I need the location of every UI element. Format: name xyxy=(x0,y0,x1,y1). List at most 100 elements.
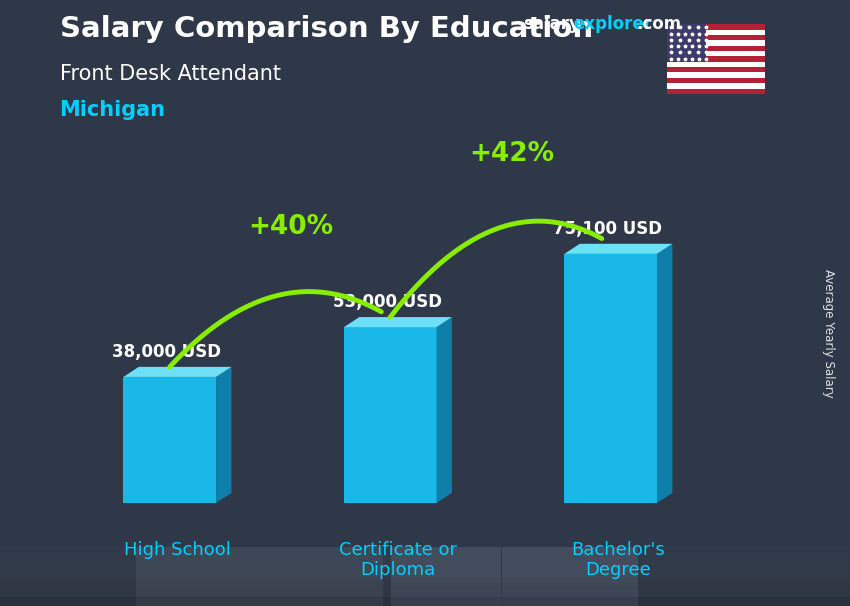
Bar xyxy=(8,574,17,605)
Bar xyxy=(400,573,408,603)
Bar xyxy=(119,556,128,587)
Bar xyxy=(246,553,255,583)
Bar xyxy=(450,554,459,585)
Bar xyxy=(586,576,595,606)
Bar xyxy=(756,548,765,579)
Bar xyxy=(570,550,578,581)
Bar xyxy=(706,558,714,588)
Bar xyxy=(620,571,629,601)
Bar xyxy=(68,568,76,599)
Bar xyxy=(620,564,629,594)
Bar xyxy=(518,573,527,603)
Bar xyxy=(493,561,501,591)
Bar xyxy=(604,562,612,593)
Bar xyxy=(748,554,756,585)
Bar xyxy=(382,576,391,606)
Bar xyxy=(34,561,42,591)
Bar xyxy=(76,547,85,577)
Bar xyxy=(663,550,672,581)
Bar xyxy=(688,561,697,591)
Bar xyxy=(578,551,586,582)
Bar xyxy=(416,551,425,582)
Bar xyxy=(119,573,128,603)
Bar xyxy=(391,565,399,595)
Bar xyxy=(680,556,688,587)
Bar xyxy=(756,576,765,606)
Bar xyxy=(564,254,657,503)
Bar xyxy=(340,565,348,595)
Bar xyxy=(484,559,493,589)
Bar xyxy=(833,564,842,594)
Bar xyxy=(756,570,765,600)
Bar xyxy=(153,554,162,585)
Bar xyxy=(646,553,654,583)
Bar xyxy=(212,574,221,605)
Bar xyxy=(459,574,468,605)
Bar xyxy=(416,568,425,599)
Bar xyxy=(518,554,527,585)
Bar xyxy=(527,551,536,582)
Bar xyxy=(680,547,688,577)
Bar xyxy=(298,556,306,587)
Bar xyxy=(366,570,374,600)
Bar xyxy=(340,554,348,585)
Bar xyxy=(314,551,323,582)
Bar xyxy=(595,556,604,587)
Bar xyxy=(26,547,34,577)
Bar xyxy=(212,573,221,603)
Bar xyxy=(578,547,586,577)
Bar xyxy=(8,561,17,591)
Bar xyxy=(663,567,672,597)
Bar xyxy=(238,558,246,588)
Bar xyxy=(663,561,672,591)
Bar xyxy=(212,547,221,577)
Bar xyxy=(212,561,221,591)
Bar xyxy=(212,559,221,589)
Bar xyxy=(570,567,578,597)
Bar xyxy=(706,571,714,601)
Bar xyxy=(808,567,816,597)
Bar xyxy=(536,564,544,594)
Bar xyxy=(51,574,60,605)
Bar xyxy=(221,573,230,603)
Bar xyxy=(680,571,688,601)
Bar xyxy=(272,568,280,599)
Bar xyxy=(85,561,94,591)
Bar xyxy=(544,576,552,606)
Bar xyxy=(808,548,816,579)
Bar xyxy=(128,573,136,603)
Bar xyxy=(102,565,110,595)
Bar xyxy=(756,561,765,591)
Bar xyxy=(468,548,476,579)
Bar xyxy=(748,574,756,605)
Bar xyxy=(434,574,442,605)
Bar xyxy=(400,567,408,597)
Bar xyxy=(536,573,544,603)
Bar xyxy=(493,556,501,587)
Bar xyxy=(102,571,110,601)
Bar xyxy=(586,573,595,603)
Bar xyxy=(400,556,408,587)
Bar xyxy=(782,570,790,600)
Bar xyxy=(731,564,740,594)
Bar xyxy=(459,576,468,606)
Bar xyxy=(476,576,484,606)
Bar xyxy=(272,573,280,603)
Bar xyxy=(748,547,756,577)
Bar xyxy=(459,551,468,582)
Bar xyxy=(60,554,68,585)
Bar xyxy=(667,35,765,41)
Bar xyxy=(706,561,714,591)
Bar xyxy=(144,548,153,579)
Bar xyxy=(672,574,680,605)
Bar xyxy=(314,571,323,601)
Bar xyxy=(348,554,357,585)
Bar xyxy=(774,562,782,593)
Bar xyxy=(230,562,238,593)
Bar xyxy=(765,564,774,594)
Bar xyxy=(442,576,450,606)
Bar xyxy=(774,564,782,594)
Bar xyxy=(595,576,604,606)
Bar xyxy=(298,568,306,599)
Bar xyxy=(493,553,501,583)
